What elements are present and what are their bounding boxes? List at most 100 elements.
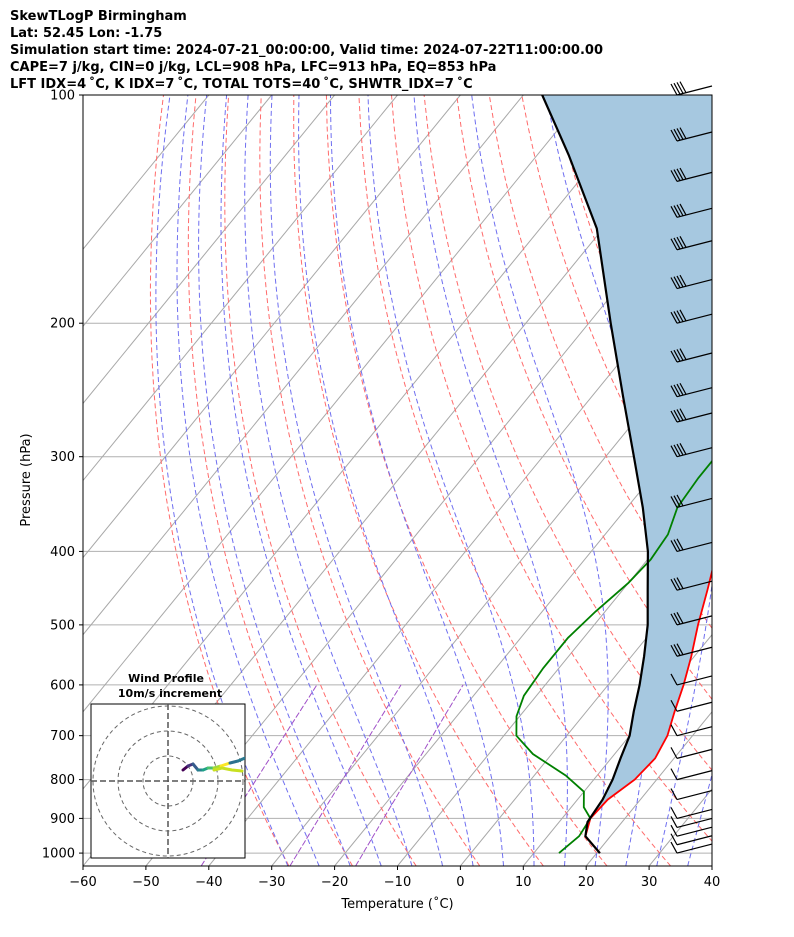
barb-flag	[676, 349, 684, 361]
barb-flag	[673, 128, 681, 141]
barb-flag	[670, 768, 678, 780]
x-axis-label: Temperature (˚C)	[340, 896, 453, 912]
barb-flag	[676, 611, 684, 624]
isotherm	[460, 556, 712, 866]
y-tick-label-700: 700	[50, 729, 75, 744]
barb-flag	[679, 167, 687, 180]
barb-flag	[670, 816, 678, 828]
series-layer	[515, 95, 712, 854]
dry-adiabat	[391, 95, 712, 842]
barb-flag	[673, 444, 681, 457]
parameters-line: CAPE=7 j/kg, CIN=0 j/kg, LCL=908 hPa, LF…	[10, 60, 497, 75]
moist-adiabat	[719, 95, 794, 866]
y-tick-label-200: 200	[50, 317, 75, 332]
barb-staff	[676, 387, 713, 398]
barb-flag	[679, 236, 687, 248]
barb-flag	[676, 443, 684, 456]
isotherm	[83, 95, 524, 636]
barb-staff	[676, 541, 713, 552]
barb-staff	[676, 835, 713, 846]
wind-barb-900	[670, 807, 713, 819]
x-tick-label-2: −40	[195, 875, 222, 890]
barb-flag	[670, 578, 678, 591]
isotherm	[83, 95, 273, 328]
barb-flag	[670, 613, 678, 626]
barb-flag	[673, 349, 681, 362]
wind-barb-700	[670, 724, 713, 737]
barb-staff	[676, 770, 713, 781]
barb-flag	[673, 539, 681, 551]
wind-barb-100	[670, 81, 713, 96]
moist-adiabat	[220, 95, 382, 866]
isotherm	[397, 479, 712, 866]
barb-staff	[676, 447, 713, 458]
barb-flag	[670, 824, 678, 837]
x-tick-label-10: 40	[704, 875, 721, 890]
barb-flag	[676, 204, 684, 217]
wind-barb-115	[670, 127, 713, 142]
isotherm	[83, 95, 398, 482]
mixing-ratio-line	[289, 684, 402, 866]
inset-title: Wind Profile	[128, 672, 204, 685]
wind-barb-925	[670, 816, 713, 829]
moist-adiabat	[198, 95, 351, 866]
y-axis-label: Pressure (hPa)	[19, 433, 34, 526]
x-tick-label-4: −20	[321, 875, 348, 890]
barb-flag	[670, 724, 678, 736]
cape-shading	[542, 95, 712, 854]
barb-staff	[676, 278, 713, 290]
dry-adiabat	[187, 95, 353, 866]
barb-flag	[679, 127, 687, 139]
barb-flag	[679, 309, 687, 322]
barb-flag	[676, 275, 684, 288]
barb-flag	[673, 644, 681, 656]
dry-adiabat	[423, 95, 712, 771]
barb-flag	[670, 788, 678, 800]
indices-line: LFT IDX=4 ˚C, K IDX=7 ˚C, TOTAL TOTS=40 …	[10, 77, 473, 92]
barb-staff	[676, 675, 713, 686]
wind-barb-450	[670, 577, 713, 591]
isotherm	[83, 95, 210, 250]
dry-adiabat	[149, 95, 290, 866]
barb-flag	[670, 410, 678, 423]
barb-flag	[670, 807, 678, 819]
wind-barb-180	[670, 274, 713, 290]
dry-adiabat	[750, 95, 794, 866]
isotherm	[711, 865, 712, 866]
moist-adiabat	[155, 95, 289, 866]
wind-barb-1000	[670, 841, 713, 854]
y-tick-label-900: 900	[50, 812, 75, 827]
wind-barb-800	[670, 768, 713, 781]
barb-staff	[676, 240, 713, 251]
moist-adiabat	[176, 95, 320, 866]
barb-flag	[676, 128, 684, 140]
x-tick-label-6: 0	[456, 875, 464, 890]
chart-title: SkewTLogP Birmingham	[10, 9, 187, 24]
barb-flag	[670, 311, 678, 324]
hodograph-segment	[212, 766, 244, 773]
dry-adiabat	[325, 95, 608, 866]
barb-flag	[673, 205, 681, 217]
dry-adiabat	[293, 95, 544, 866]
time-line: Simulation start time: 2024-07-21_00:00:…	[10, 43, 603, 58]
temperature-line	[584, 567, 712, 854]
barb-staff	[676, 497, 713, 509]
barb-flag	[670, 206, 678, 218]
barb-flag	[676, 538, 684, 551]
isotherm	[208, 248, 712, 866]
barb-staff	[676, 843, 713, 854]
y-tick-label-400: 400	[50, 545, 75, 560]
barb-staff	[676, 412, 713, 423]
barb-flag	[679, 382, 687, 395]
chart-header: SkewTLogP Birmingham Lat: 52.45 Lon: -1.…	[10, 8, 603, 93]
barb-staff	[676, 85, 713, 96]
barb-flag	[670, 129, 678, 142]
barb-flag	[673, 409, 681, 422]
wind-barbs	[670, 81, 713, 854]
wind-barb-600	[670, 673, 713, 686]
barb-flag	[676, 168, 684, 181]
y-tick-label-300: 300	[50, 450, 75, 465]
barb-flag	[679, 274, 687, 287]
